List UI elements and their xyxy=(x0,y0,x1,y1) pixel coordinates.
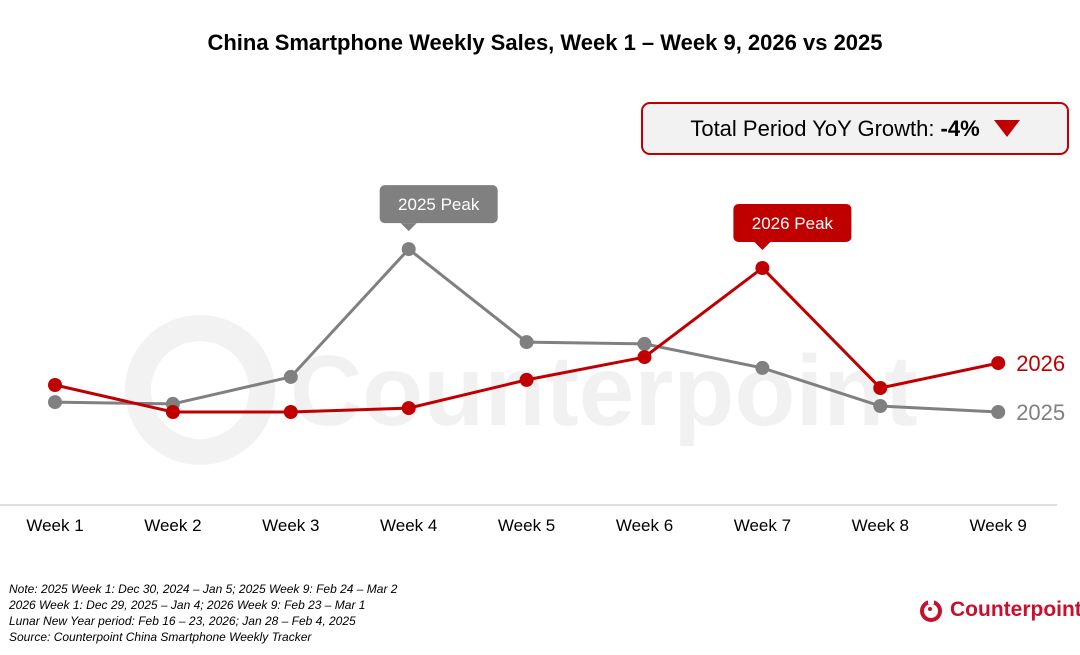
x-tick-label: Week 9 xyxy=(970,516,1027,535)
x-tick-label: Week 5 xyxy=(498,516,555,535)
x-tick-label: Week 4 xyxy=(380,516,437,535)
chart-title: China Smartphone Weekly Sales, Week 1 – … xyxy=(207,30,883,55)
line-chart: Counterpoint Week 1 Week 2 Week 3 Week 4 Wee… xyxy=(0,185,1065,535)
note-line: Note: 2025 Week 1: Dec 30, 2024 – Jan 5;… xyxy=(9,582,398,596)
annotation-callout xyxy=(733,204,852,242)
source-line: Source: Counterpoint China Smartphone We… xyxy=(9,630,312,644)
data-point-2025 xyxy=(755,360,770,375)
data-point-2025 xyxy=(873,399,888,413)
x-tick-label: Week 1 xyxy=(26,516,83,535)
data-point-2025 xyxy=(519,335,534,350)
watermark: Counterpoint xyxy=(125,315,918,465)
logo-icon xyxy=(920,599,942,622)
data-point-2026 xyxy=(519,372,534,387)
data-point-2026 xyxy=(165,405,180,419)
data-point-2025 xyxy=(283,369,298,384)
x-tick-label: Week 2 xyxy=(144,516,201,535)
x-tick-label: Week 6 xyxy=(616,516,673,535)
data-point-2026 xyxy=(401,401,416,416)
data-point-2026 xyxy=(873,381,888,395)
down-triangle-icon xyxy=(993,120,1020,137)
data-point-2026 xyxy=(48,378,62,392)
annotation-callout xyxy=(379,185,498,224)
data-point-2025 xyxy=(401,242,416,257)
annotation-label: 2025 Peak xyxy=(398,195,480,214)
data-point-2026 xyxy=(755,261,770,275)
data-point-2025 xyxy=(991,405,1006,419)
yoy-value: -4% xyxy=(940,115,980,141)
logo-text: Counterpoint xyxy=(950,598,1080,621)
data-point-2026 xyxy=(991,356,1006,371)
data-point-2026 xyxy=(637,350,652,365)
annotation-label: 2026 Peak xyxy=(752,214,834,233)
data-point-2025 xyxy=(637,336,652,351)
x-tick-label: Week 3 xyxy=(262,516,319,535)
series-label-2025: 2025 xyxy=(1016,400,1065,425)
note-line: Lunar New Year period: Feb 16 – 23, 2026… xyxy=(9,614,356,628)
note-line: 2026 Week 1: Dec 29, 2025 – Jan 4; 2026 … xyxy=(9,598,366,612)
data-point-2025 xyxy=(48,395,62,410)
yoy-growth-box: Total Period YoY Growth: -4% xyxy=(641,102,1069,155)
x-tick-label: Week 8 xyxy=(852,516,909,535)
svg-text:Counterpoint: Counterpoint xyxy=(290,335,918,447)
counterpoint-logo: Counterpoint xyxy=(918,597,1080,623)
callout-pointer xyxy=(754,242,771,250)
yoy-label: Total Period YoY Growth: xyxy=(690,115,935,141)
notes: Note: 2025 Week 1: Dec 30, 2024 – Jan 5;… xyxy=(9,581,397,645)
callout-pointer xyxy=(400,223,417,232)
x-tick-label: Week 7 xyxy=(734,516,791,535)
series-label-2026: 2026 xyxy=(1016,351,1065,376)
data-point-2026 xyxy=(283,405,298,419)
